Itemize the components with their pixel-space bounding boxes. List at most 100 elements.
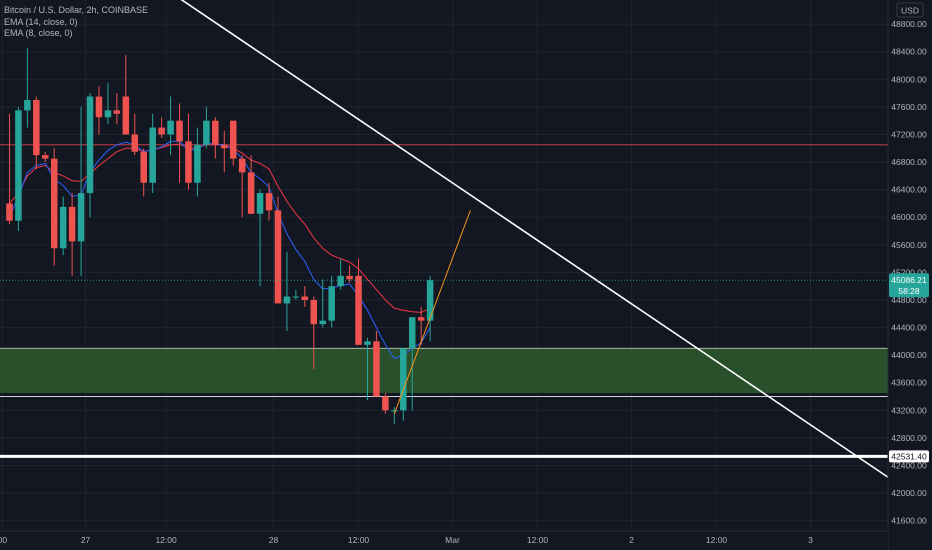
candle-bullish: [24, 48, 31, 128]
candle-bearish: [176, 103, 183, 183]
candle-body: [364, 341, 371, 345]
candle-bearish: [221, 131, 228, 173]
drawings-layer: [180, 0, 892, 480]
candle-body: [113, 110, 121, 114]
candle-body: [274, 210, 282, 304]
candle-bearish: [265, 182, 273, 221]
candle-bearish: [122, 55, 130, 135]
candle-bearish: [346, 265, 353, 283]
horizontal-lines-layer: [0, 144, 888, 458]
candle-bearish: [355, 258, 362, 345]
candle-bullish: [15, 106, 22, 232]
candle-body: [229, 120, 237, 159]
candle-body: [15, 110, 22, 221]
price-tick-label: 44400.00: [891, 323, 927, 333]
time-tick-label: 12:00: [706, 535, 728, 545]
candle-body: [158, 127, 165, 135]
current-price-badge: [889, 273, 929, 298]
candle-bullish: [400, 348, 407, 421]
candle-bullish: [256, 189, 264, 287]
support-price-badge: [889, 450, 929, 463]
price-tick-label: 46000.00: [891, 212, 927, 222]
candle-body: [346, 275, 353, 280]
candle-bearish: [310, 296, 318, 369]
candle-body: [417, 317, 425, 321]
time-axis-background: [0, 531, 888, 550]
support-price-value: 42531.40: [891, 451, 927, 461]
candle-bullish: [292, 289, 300, 300]
candle-bearish: [95, 86, 103, 135]
candle-bearish: [247, 155, 255, 214]
candle-bearish: [212, 117, 219, 159]
time-tick-label: Mar: [445, 535, 460, 545]
candle-body: [292, 296, 300, 298]
candle-bearish: [42, 151, 49, 163]
price-tick-label: 48000.00: [891, 74, 927, 84]
candle-bullish: [283, 251, 291, 332]
price-tick-label: 42400.00: [891, 460, 927, 470]
candle-bullish: [167, 96, 174, 156]
candle-body: [86, 96, 94, 194]
bar-countdown: 58:28: [898, 286, 920, 296]
candle-bearish: [50, 148, 58, 266]
price-tick-label: 43200.00: [891, 405, 927, 415]
candle-bullish: [426, 275, 434, 342]
price-tick-label: 45200.00: [891, 267, 927, 277]
candle-bearish: [140, 148, 147, 197]
candle-bullish: [391, 406, 398, 425]
candle-body: [319, 320, 326, 325]
candle-body: [283, 296, 291, 304]
candle-bearish: [274, 196, 282, 304]
candle-bullish: [104, 82, 112, 125]
time-tick-label: 28: [269, 535, 279, 545]
candle-body: [238, 158, 246, 173]
candle-bullish: [194, 127, 201, 197]
candle-body: [167, 120, 174, 135]
price-tick-label: 45600.00: [891, 240, 927, 250]
currency-badge[interactable]: [896, 2, 924, 18]
currency-label: USD: [901, 6, 919, 16]
candle-bullish: [77, 106, 85, 276]
candle-body: [373, 341, 380, 397]
candle-body: [42, 155, 49, 159]
candle-bullish: [319, 279, 326, 328]
candle-body: [355, 275, 362, 345]
candle-bullish: [408, 317, 416, 411]
candle-bullish: [59, 196, 67, 256]
candle-bullish: [149, 113, 156, 194]
candle-body: [95, 96, 103, 118]
time-tick-label: 3: [808, 535, 813, 545]
ema8-legend[interactable]: EMA (8, close, 0): [4, 28, 73, 38]
ema14-legend[interactable]: EMA (14, close, 0): [4, 16, 78, 27]
candle-bearish: [6, 113, 13, 225]
candle-bearish: [382, 393, 389, 414]
candle-body: [59, 206, 67, 249]
candle-body: [140, 151, 147, 183]
candle-body: [24, 99, 31, 111]
time-tick-label: 12:00: [155, 535, 177, 545]
candle-body: [194, 144, 201, 183]
time-tick-label: 27: [81, 535, 91, 545]
candle-body: [310, 299, 318, 325]
price-tick-label: 41600.00: [891, 516, 927, 526]
symbol-title[interactable]: Bitcoin / U.S. Dollar, 2h, COINBASE: [4, 5, 149, 15]
candle-body: [77, 193, 85, 242]
candle-bearish: [301, 286, 309, 307]
chart-legend: Bitcoin / U.S. Dollar, 2h, COINBASE EMA …: [4, 5, 148, 40]
price-tick-label: 46400.00: [891, 185, 927, 195]
time-axis[interactable]: 00 27 12:00 28 12:00 Mar 12:00 2 12:00 3: [0, 530, 888, 550]
candle-body: [256, 193, 264, 214]
price-tick-label: 43600.00: [891, 378, 927, 388]
price-tick-label: 48800.00: [891, 19, 927, 29]
candle-bearish: [229, 120, 237, 166]
time-tick-label: 12:00: [348, 535, 370, 545]
candle-bearish: [417, 306, 425, 345]
candle-body: [265, 193, 273, 211]
candle-bullish: [203, 106, 210, 149]
candle-bullish: [86, 93, 94, 218]
candle-bearish: [33, 96, 40, 169]
candle-body: [149, 127, 156, 183]
